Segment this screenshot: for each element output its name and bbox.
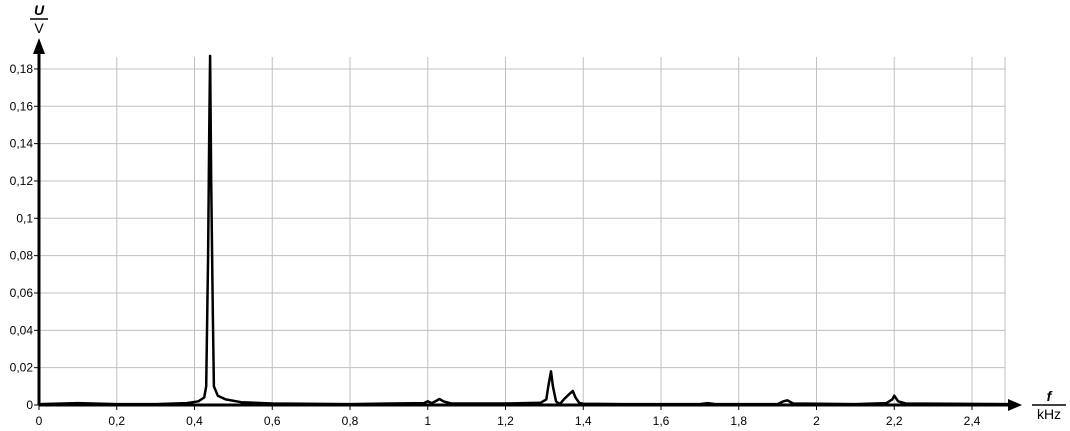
y-tick-label: 0,18 bbox=[10, 62, 34, 76]
x-label-symbol: f bbox=[1047, 388, 1053, 404]
x-axis-arrow bbox=[1008, 399, 1022, 411]
grid bbox=[39, 56, 1006, 405]
ticks: 0 0,2 0,4 0,6 0,8 1 1,2 1,4 1,6 1,8 2 2,2 2,4 0 0,02 0,… bbox=[10, 62, 981, 428]
x-tick-label: 1,2 bbox=[497, 414, 514, 428]
x-tick-label: 0,8 bbox=[342, 414, 359, 428]
x-tick-label: 0,4 bbox=[186, 414, 203, 428]
series-line bbox=[38, 54, 1011, 406]
y-tick-label: 0 bbox=[26, 398, 33, 412]
y-label-symbol: U bbox=[34, 2, 45, 18]
y-tick-label: 0,08 bbox=[10, 249, 34, 263]
y-tick-label: 0,16 bbox=[10, 99, 34, 113]
y-tick-label: 0,04 bbox=[10, 323, 34, 337]
y-label-unit: V bbox=[34, 20, 44, 36]
x-tick-label: 1,6 bbox=[653, 414, 670, 428]
x-tick-label: 1,8 bbox=[730, 414, 747, 428]
x-tick-label: 1,4 bbox=[575, 414, 592, 428]
x-tick-label: 2,4 bbox=[964, 414, 981, 428]
x-tick-label: 0,6 bbox=[264, 414, 281, 428]
y-tick-label: 0,1 bbox=[16, 211, 33, 225]
x-tick-label: 2 bbox=[813, 414, 820, 428]
y-tick-label: 0,06 bbox=[10, 286, 34, 300]
y-tick-label: 0,02 bbox=[10, 361, 34, 375]
y-axis-arrow bbox=[33, 38, 45, 54]
x-label-unit: kHz bbox=[1037, 406, 1061, 422]
x-tick-label: 2,2 bbox=[886, 414, 903, 428]
y-tick-label: 0,12 bbox=[10, 174, 34, 188]
y-tick-label: 0,14 bbox=[10, 137, 34, 151]
x-tick-label: 0 bbox=[36, 414, 43, 428]
x-tick-label: 1 bbox=[424, 414, 431, 428]
x-tick-label: 0,2 bbox=[108, 414, 125, 428]
